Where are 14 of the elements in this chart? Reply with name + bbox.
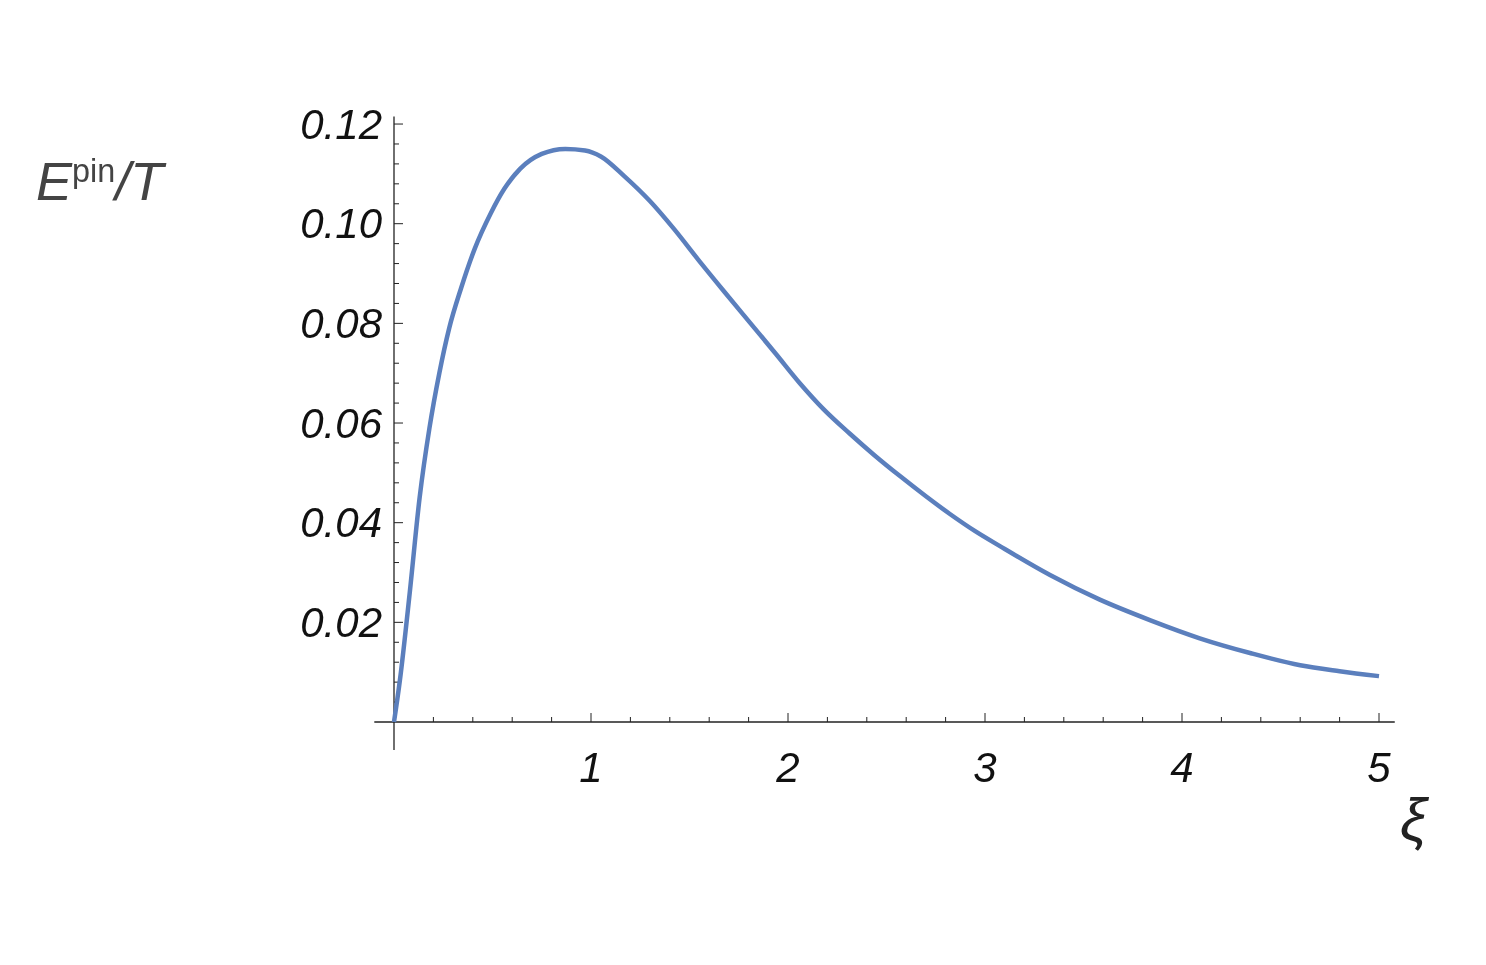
y-tick-label: 0.10 — [300, 200, 383, 248]
y-tick-label: 0.08 — [300, 300, 383, 348]
x-axis-title: ξ — [1400, 786, 1430, 853]
y-tick-label: 0.04 — [300, 499, 382, 547]
y-axis-title: E$^{pin}$/T — [36, 151, 168, 211]
line-series — [391, 146, 1382, 725]
y-tick-label: 0.02 — [300, 599, 382, 647]
y-tick-label: 0.06 — [300, 399, 383, 447]
x-tick-label: 3 — [973, 744, 997, 791]
y-tick-label: 0.12 — [300, 100, 382, 148]
x-tick-label: 5 — [1367, 744, 1392, 791]
x-tick-label: 2 — [775, 744, 800, 791]
x-tick-label: 1 — [579, 744, 603, 791]
x-tick-label: 4 — [1170, 744, 1194, 791]
